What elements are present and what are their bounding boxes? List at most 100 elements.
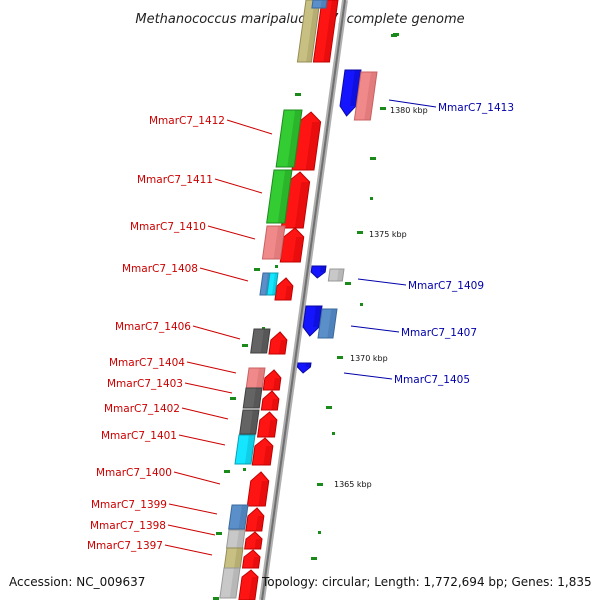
gene-block-shape (353, 71, 378, 121)
gene-label: MmarC7_1401 (101, 430, 177, 442)
gene-label: MmarC7_1403 (107, 378, 183, 390)
scale-label: 1365 kbp (334, 480, 372, 489)
gene-MmarC7_1405-shape (296, 362, 312, 374)
gene-block (219, 567, 241, 599)
tick-mark (243, 468, 246, 471)
gene-block-shape (327, 268, 345, 282)
gene-block-shade (287, 110, 302, 167)
leader-line (226, 119, 273, 135)
gene-block (353, 71, 378, 121)
gene-block (234, 434, 256, 465)
gene-MmarC7_1408-shape (274, 277, 294, 301)
gene-MmarC7_1406-shade (278, 340, 287, 354)
gene-block-shape (266, 272, 279, 296)
gene-block-shade (273, 226, 285, 259)
gene-MmarC7_1398 (244, 531, 263, 550)
gene-block (238, 569, 259, 600)
gene-MmarC7_1399-shape (245, 507, 265, 532)
gene-MmarC7_1406 (268, 331, 288, 355)
gene-MmarC7_1408-shade (284, 286, 293, 300)
gene-block-shade (323, 0, 338, 62)
tick-mark (357, 231, 363, 234)
gene-block-shape (238, 569, 259, 600)
gene-block-shade (306, 0, 321, 62)
gene-MmarC7_1400-shape (246, 471, 270, 507)
gene-block (239, 409, 260, 435)
gene-MmarC7_1409-shade (319, 266, 327, 272)
gene-MmarC7_1404 (262, 369, 282, 391)
tick-mark (275, 265, 278, 268)
gene-block-shade (244, 435, 255, 464)
gene-block-shape (275, 109, 303, 168)
tick-mark (230, 397, 236, 400)
gene-label: MmarC7_1413 (438, 102, 514, 114)
leader-line (186, 361, 237, 374)
gene-block-shape (239, 409, 260, 435)
gene-block (225, 529, 246, 549)
tick-mark (213, 597, 219, 600)
leader-line (184, 382, 233, 394)
gene-features (219, 0, 378, 600)
gene-MmarC7_1402 (256, 411, 278, 438)
gene-MmarC7_1413 (339, 69, 362, 117)
gene-block-shade (249, 410, 259, 434)
leader-line (164, 544, 213, 556)
gene-label: MmarC7_1405 (394, 374, 470, 386)
gene-block (296, 0, 321, 63)
scale-label: 1380 kbp (390, 106, 428, 115)
leader-line (207, 225, 256, 240)
gene-MmarC7_1403-shape (260, 390, 280, 411)
gene-MmarC7_1402-shape (256, 411, 278, 438)
leader-line (343, 372, 393, 380)
leader-line (173, 471, 221, 485)
gene-MmarC7_1404-shape (262, 369, 282, 391)
tick-mark (295, 93, 301, 96)
gene-block-shade (277, 170, 292, 223)
gene-MmarC7_1399-shade (255, 516, 264, 531)
gene-block-shade (256, 368, 265, 388)
gene-MmarC7_1409-shape (310, 265, 327, 279)
gene-MmarC7_1398-shape (244, 531, 263, 550)
gene-MmarC7_1401-shade (263, 446, 273, 465)
gene-block-shade (248, 577, 259, 600)
gene-MmarC7_1406-shape (268, 331, 288, 355)
gene-block-shade (320, 0, 328, 8)
gene-MmarC7_1405-shade (305, 363, 312, 367)
gene-label: MmarC7_1397 (87, 540, 163, 552)
gene-label: MmarC7_1406 (115, 321, 191, 333)
gene-block-shade (337, 269, 345, 281)
gene-MmarC7_1407-shape (302, 305, 323, 337)
gene-block-shade (364, 72, 377, 120)
gene-MmarC7_1400 (246, 471, 270, 507)
gene-label: MmarC7_1409 (408, 280, 484, 292)
topology-text: Topology: circular; Length: 1,772,694 bp… (261, 575, 592, 589)
tick-mark (317, 483, 323, 486)
gene-block (261, 225, 286, 260)
gene-MmarC7_1404-shade (273, 378, 281, 390)
gene-block (266, 272, 279, 296)
gene-MmarC7_1401 (251, 437, 274, 466)
gene-block (250, 328, 271, 354)
genome-backbone-core (261, 0, 346, 600)
gene-block-shade (260, 329, 270, 353)
map-title: Methanococcus maripaludis C7, complete g… (135, 12, 464, 27)
gene-block (242, 387, 263, 409)
gene-label: MmarC7_1402 (104, 403, 180, 415)
tick-mark (393, 33, 399, 36)
gene-MmarC7_1411-shade (294, 182, 310, 228)
gene-label: MmarC7_1407 (401, 327, 477, 339)
gene-block-shape (296, 0, 321, 63)
accession-text: Accession: NC_009637 (9, 575, 145, 589)
gene-block-shade (253, 388, 262, 408)
gene-label: MmarC7_1400 (96, 467, 172, 479)
leader-line (181, 407, 229, 420)
gene-label: MmarC7_1404 (109, 357, 185, 369)
gene-label: MmarC7_1412 (149, 115, 225, 127)
gene-MmarC7_1405 (296, 362, 312, 374)
gene-label: MmarC7_1399 (91, 499, 167, 511)
tick-mark (370, 197, 373, 200)
scale-label: 1370 kbp (350, 354, 388, 363)
gene-block-shade (238, 505, 248, 529)
tick-mark (216, 532, 222, 535)
